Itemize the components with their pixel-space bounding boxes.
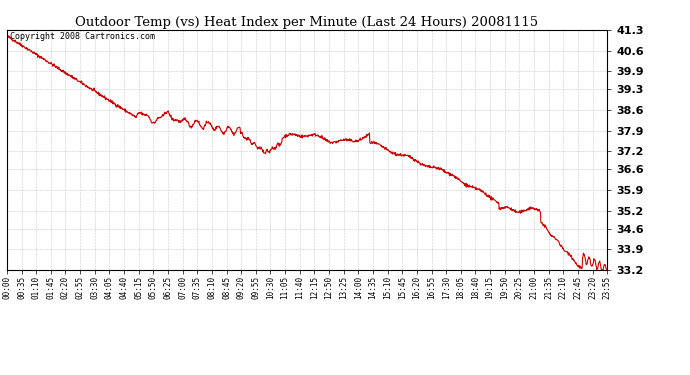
Title: Outdoor Temp (vs) Heat Index per Minute (Last 24 Hours) 20081115: Outdoor Temp (vs) Heat Index per Minute … <box>75 16 539 29</box>
Text: Copyright 2008 Cartronics.com: Copyright 2008 Cartronics.com <box>10 32 155 41</box>
